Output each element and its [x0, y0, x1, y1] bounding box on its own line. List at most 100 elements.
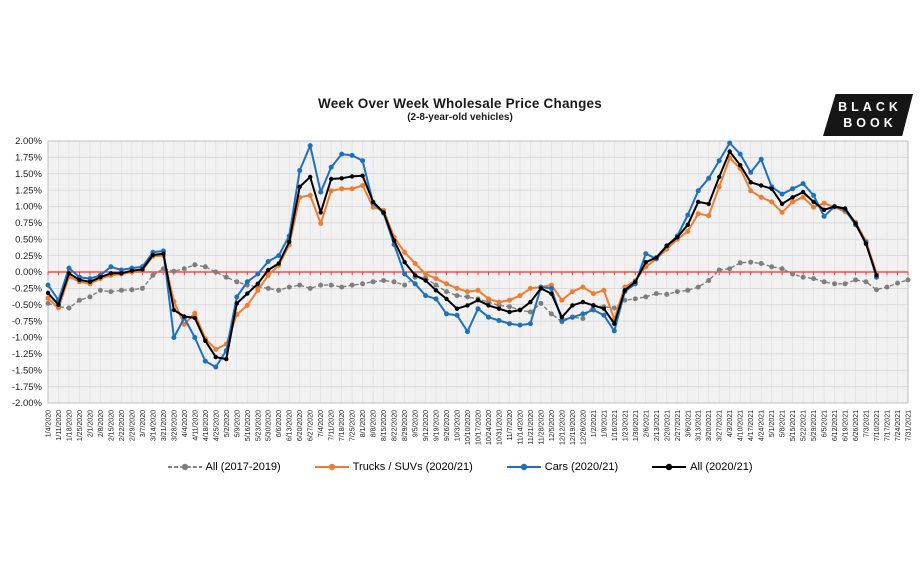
svg-text:9/26/2020: 9/26/2020 — [444, 410, 451, 441]
svg-text:5/22/2021: 5/22/2021 — [801, 410, 808, 441]
svg-text:3/6/2021: 3/6/2021 — [685, 410, 692, 437]
svg-text:1/4/2020: 1/4/2020 — [46, 410, 53, 437]
svg-text:11/14/2020: 11/14/2020 — [517, 410, 524, 445]
svg-text:1.50%: 1.50% — [15, 169, 42, 180]
svg-text:6/13/2020: 6/13/2020 — [287, 410, 294, 441]
svg-text:3/28/2020: 3/28/2020 — [171, 410, 178, 441]
svg-text:7/17/2021: 7/17/2021 — [885, 410, 892, 441]
svg-text:1/11/2020: 1/11/2020 — [56, 410, 63, 441]
chart-legend: All (2017-2019) Trucks / SUVs (2020/21) Ca… — [0, 461, 920, 473]
svg-text:5/15/2021: 5/15/2021 — [790, 410, 797, 441]
svg-text:11/7/2020: 11/7/2020 — [507, 410, 514, 441]
legend-label-cars-2020-21: Cars (2020/21) — [544, 461, 619, 473]
svg-text:7/11/2020: 7/11/2020 — [329, 410, 336, 441]
svg-text:4/17/2021: 4/17/2021 — [748, 410, 755, 441]
legend-marker-trucks-suvs-2020-21 — [314, 463, 349, 471]
svg-text:9/12/2020: 9/12/2020 — [423, 410, 430, 441]
svg-text:11/21/2020: 11/21/2020 — [528, 410, 535, 445]
svg-text:5/30/2020: 5/30/2020 — [266, 410, 273, 441]
legend-label-trucks-suvs-2020-21: Trucks / SUVs (2020/21) — [352, 461, 473, 473]
svg-text:12/19/2020: 12/19/2020 — [570, 410, 577, 445]
svg-text:1.00%: 1.00% — [15, 202, 42, 213]
svg-text:8/8/2020: 8/8/2020 — [371, 410, 378, 437]
svg-text:6/12/2021: 6/12/2021 — [832, 410, 839, 441]
svg-text:1/18/2020: 1/18/2020 — [66, 410, 73, 441]
svg-text:-0.25%: -0.25% — [12, 284, 43, 295]
svg-text:2/15/2020: 2/15/2020 — [108, 410, 115, 441]
svg-text:6/19/2021: 6/19/2021 — [843, 410, 850, 441]
svg-text:0.00%: 0.00% — [15, 267, 42, 278]
svg-text:1/25/2020: 1/25/2020 — [77, 410, 84, 441]
svg-text:3/7/2020: 3/7/2020 — [140, 410, 147, 437]
svg-text:1.25%: 1.25% — [15, 185, 42, 196]
svg-text:1/23/2021: 1/23/2021 — [622, 410, 629, 441]
svg-text:2/20/2021: 2/20/2021 — [664, 410, 671, 441]
svg-text:5/2/2020: 5/2/2020 — [224, 410, 231, 437]
svg-text:2/27/2021: 2/27/2021 — [675, 410, 682, 441]
svg-text:2/8/2020: 2/8/2020 — [98, 410, 105, 437]
svg-text:3/21/2020: 3/21/2020 — [161, 410, 168, 441]
svg-text:6/6/2020: 6/6/2020 — [276, 410, 283, 437]
svg-text:3/20/2021: 3/20/2021 — [706, 410, 713, 441]
svg-text:7/31/2021: 7/31/2021 — [906, 410, 913, 441]
logo-text-black: BLACK — [838, 99, 902, 114]
logo-text-book: BOOK — [843, 116, 897, 130]
legend-label-all-2020-21: All (2020/21) — [690, 461, 753, 473]
svg-text:1/16/2021: 1/16/2021 — [612, 410, 619, 441]
svg-text:0.50%: 0.50% — [15, 234, 42, 245]
svg-text:5/1/2021: 5/1/2021 — [769, 410, 776, 437]
svg-text:2/22/2020: 2/22/2020 — [119, 410, 126, 441]
svg-text:-2.00%: -2.00% — [12, 398, 43, 409]
svg-text:7/4/2020: 7/4/2020 — [318, 410, 325, 437]
svg-text:1.75%: 1.75% — [15, 153, 42, 164]
x-axis-labels: 1/4/2020 1/11/2020 1/18/2020 1/25/2020 2/1/2… — [46, 410, 913, 445]
svg-text:12/26/2020: 12/26/2020 — [580, 410, 587, 445]
svg-text:12/5/2020: 12/5/2020 — [549, 410, 556, 441]
svg-text:-1.75%: -1.75% — [12, 382, 43, 393]
svg-text:12/12/2020: 12/12/2020 — [559, 410, 566, 445]
svg-text:10/31/2020: 10/31/2020 — [496, 410, 503, 445]
svg-text:1/30/2021: 1/30/2021 — [633, 410, 640, 441]
svg-text:8/22/2020: 8/22/2020 — [392, 410, 399, 441]
svg-text:5/9/2020: 5/9/2020 — [234, 410, 241, 437]
svg-text:3/14/2020: 3/14/2020 — [150, 410, 157, 441]
svg-text:-0.75%: -0.75% — [12, 316, 43, 327]
svg-text:6/27/2020: 6/27/2020 — [308, 410, 315, 441]
svg-text:-1.00%: -1.00% — [12, 333, 43, 344]
svg-text:10/10/2020: 10/10/2020 — [465, 410, 472, 445]
svg-text:5/16/2020: 5/16/2020 — [245, 410, 252, 441]
svg-text:7/25/2020: 7/25/2020 — [350, 410, 357, 441]
svg-text:3/27/2021: 3/27/2021 — [717, 410, 724, 441]
legend-item-trucks-suvs-2020-21: Trucks / SUVs (2020/21) — [314, 461, 473, 473]
svg-text:0.25%: 0.25% — [15, 251, 42, 262]
svg-text:2.00%: 2.00% — [15, 136, 42, 147]
legend-item-all-2017-2019: All (2017-2019) — [167, 461, 281, 473]
svg-text:2/29/2020: 2/29/2020 — [129, 410, 136, 441]
svg-text:4/11/2020: 4/11/2020 — [192, 410, 199, 441]
svg-text:9/19/2020: 9/19/2020 — [434, 410, 441, 441]
svg-text:-0.50%: -0.50% — [12, 300, 43, 311]
legend-label-all-2017-2019: All (2017-2019) — [205, 461, 281, 473]
svg-text:4/4/2020: 4/4/2020 — [182, 410, 189, 437]
svg-text:4/3/2021: 4/3/2021 — [727, 410, 734, 437]
svg-text:0.75%: 0.75% — [15, 218, 42, 229]
legend-item-cars-2020-21: Cars (2020/21) — [506, 461, 619, 473]
svg-text:6/5/2021: 6/5/2021 — [822, 410, 829, 437]
svg-text:5/8/2021: 5/8/2021 — [780, 410, 787, 437]
svg-text:8/29/2020: 8/29/2020 — [402, 410, 409, 441]
series-all-2020-21 — [45, 149, 879, 362]
svg-text:5/23/2020: 5/23/2020 — [255, 410, 262, 441]
svg-text:7/10/2021: 7/10/2021 — [874, 410, 881, 441]
svg-text:10/17/2020: 10/17/2020 — [476, 410, 483, 445]
svg-text:1/9/2021: 1/9/2021 — [601, 410, 608, 437]
legend-marker-all-2017-2019 — [167, 463, 202, 471]
black-book-logo: BLACK BOOK — [823, 94, 913, 136]
svg-text:4/25/2020: 4/25/2020 — [213, 410, 220, 441]
svg-text:9/5/2020: 9/5/2020 — [413, 410, 420, 437]
svg-text:2/13/2021: 2/13/2021 — [654, 410, 661, 441]
svg-text:4/24/2021: 4/24/2021 — [759, 410, 766, 441]
svg-text:1/2/2021: 1/2/2021 — [591, 410, 598, 437]
svg-text:2/1/2020: 2/1/2020 — [87, 410, 94, 437]
svg-text:2/6/2021: 2/6/2021 — [643, 410, 650, 437]
